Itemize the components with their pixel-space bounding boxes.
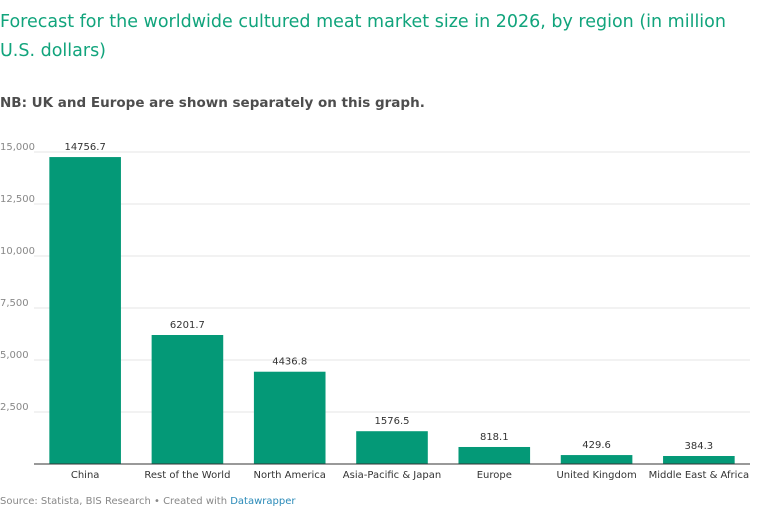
y-tick-label: 7,500 xyxy=(0,298,29,309)
bar-value-label: 429.6 xyxy=(582,440,611,451)
x-tick-label: Rest of the World xyxy=(144,470,230,481)
bars: 14756.7 China 6201.7 Rest of the World 4436.… xyxy=(49,142,749,481)
bar xyxy=(458,446,531,464)
bar-value-label: 4436.8 xyxy=(272,357,307,368)
datawrapper-link[interactable]: Datawrapper xyxy=(230,496,296,507)
bar xyxy=(356,431,428,464)
y-tick-label: 5,000 xyxy=(0,350,29,361)
x-tick-label: Asia-Pacific & Japan xyxy=(343,470,441,481)
footer: Source: Statista, BIS Research • Created… xyxy=(0,496,295,507)
bar-value-label: 818.1 xyxy=(480,432,509,443)
bar xyxy=(151,335,224,464)
bar-value-label: 1576.5 xyxy=(375,416,410,427)
bar-chart: 2,500 5,000 7,500 10,000 12,500 15,000 14756.… xyxy=(0,142,750,481)
y-tick-label: 15,000 xyxy=(0,142,35,153)
chart-title: Forecast for the worldwide cultured meat… xyxy=(0,12,726,61)
x-tick-label: North America xyxy=(254,470,326,481)
x-tick-label: United Kingdom xyxy=(556,470,636,481)
y-tick-label: 10,000 xyxy=(0,246,35,257)
bar-value-label: 6201.7 xyxy=(170,320,205,331)
bar-value-label: 384.3 xyxy=(685,441,714,452)
bar xyxy=(49,157,121,464)
bar-value-label: 14756.7 xyxy=(64,142,105,153)
y-tick-label: 12,500 xyxy=(0,194,35,205)
y-tick-label: 2,500 xyxy=(0,402,29,413)
source-text: Source: Statista, BIS Research • Created… xyxy=(0,496,231,507)
x-tick-label: China xyxy=(71,470,100,481)
bar xyxy=(663,456,735,464)
bar xyxy=(560,455,633,464)
x-tick-label: Europe xyxy=(477,470,512,481)
chart-subtitle: NB: UK and Europe are shown separately o… xyxy=(0,95,425,111)
bar xyxy=(253,371,326,464)
x-tick-label: Middle East & Africa xyxy=(649,470,749,481)
